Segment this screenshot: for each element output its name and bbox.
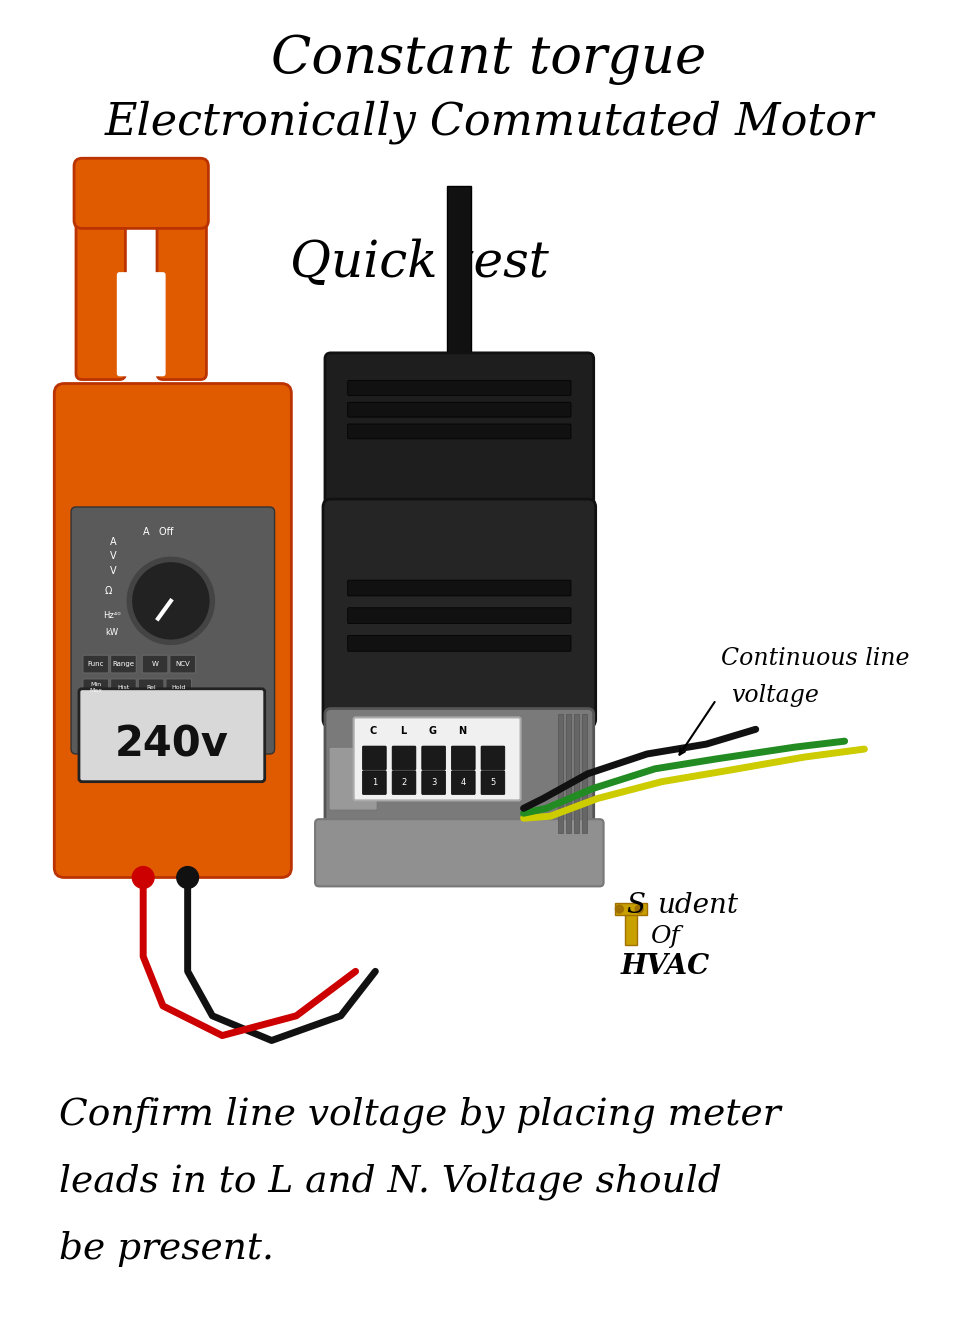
Text: V: V bbox=[110, 552, 117, 561]
Text: 2: 2 bbox=[402, 778, 407, 788]
Text: Constant torgue: Constant torgue bbox=[271, 34, 707, 85]
FancyBboxPatch shape bbox=[329, 747, 377, 811]
Bar bbox=[559, 714, 563, 833]
Circle shape bbox=[176, 867, 199, 888]
Bar bbox=[615, 903, 647, 915]
Text: Hold: Hold bbox=[172, 686, 186, 690]
Bar bbox=[625, 905, 637, 945]
FancyBboxPatch shape bbox=[325, 353, 594, 518]
FancyBboxPatch shape bbox=[481, 746, 505, 770]
FancyBboxPatch shape bbox=[157, 185, 207, 380]
Text: 3: 3 bbox=[431, 778, 436, 788]
Text: Rel: Rel bbox=[146, 686, 156, 690]
Text: Confirm line voltage by placing meter: Confirm line voltage by placing meter bbox=[59, 1096, 781, 1133]
FancyBboxPatch shape bbox=[348, 580, 571, 596]
Text: 5: 5 bbox=[490, 778, 496, 788]
Text: 240v: 240v bbox=[115, 723, 228, 765]
Text: A: A bbox=[110, 537, 117, 546]
FancyBboxPatch shape bbox=[481, 770, 505, 794]
Text: Continuous line: Continuous line bbox=[721, 647, 909, 670]
FancyBboxPatch shape bbox=[325, 709, 594, 839]
Text: kW: kW bbox=[105, 628, 119, 637]
FancyBboxPatch shape bbox=[111, 679, 136, 696]
Text: HVAC: HVAC bbox=[620, 953, 710, 980]
FancyBboxPatch shape bbox=[392, 770, 416, 794]
FancyBboxPatch shape bbox=[79, 688, 265, 781]
FancyBboxPatch shape bbox=[166, 679, 192, 696]
Text: 4: 4 bbox=[461, 778, 465, 788]
FancyBboxPatch shape bbox=[392, 746, 416, 770]
FancyBboxPatch shape bbox=[76, 170, 125, 380]
Bar bbox=[448, 187, 471, 364]
FancyBboxPatch shape bbox=[348, 635, 571, 651]
Text: Min
Max: Min Max bbox=[89, 682, 102, 694]
Circle shape bbox=[132, 867, 154, 888]
Text: Func: Func bbox=[87, 662, 104, 667]
Text: Hist: Hist bbox=[118, 686, 129, 690]
Text: W: W bbox=[152, 662, 159, 667]
Bar bbox=[582, 714, 587, 833]
FancyBboxPatch shape bbox=[354, 718, 520, 800]
Text: L: L bbox=[400, 726, 406, 737]
FancyBboxPatch shape bbox=[170, 655, 196, 672]
Text: C: C bbox=[369, 726, 377, 737]
FancyBboxPatch shape bbox=[72, 507, 274, 754]
FancyBboxPatch shape bbox=[83, 679, 109, 696]
Text: udent: udent bbox=[657, 891, 738, 919]
Circle shape bbox=[129, 560, 213, 643]
Bar bbox=[574, 714, 579, 833]
FancyBboxPatch shape bbox=[348, 424, 571, 439]
Text: S: S bbox=[626, 891, 645, 919]
FancyBboxPatch shape bbox=[138, 679, 164, 696]
Text: A   Off: A Off bbox=[143, 526, 173, 537]
Text: Hz⁴⁰: Hz⁴⁰ bbox=[103, 611, 121, 620]
FancyBboxPatch shape bbox=[142, 655, 168, 672]
Text: NCV: NCV bbox=[175, 662, 190, 667]
Text: Range: Range bbox=[113, 662, 134, 667]
Text: V: V bbox=[110, 566, 117, 576]
Text: Electronically Commutated Motor: Electronically Commutated Motor bbox=[104, 99, 873, 144]
Text: G: G bbox=[428, 726, 437, 737]
Text: voltage: voltage bbox=[731, 684, 819, 707]
FancyBboxPatch shape bbox=[348, 403, 571, 417]
FancyBboxPatch shape bbox=[348, 381, 571, 396]
FancyBboxPatch shape bbox=[74, 158, 209, 228]
FancyBboxPatch shape bbox=[348, 608, 571, 624]
Bar bbox=[566, 714, 571, 833]
FancyBboxPatch shape bbox=[54, 384, 291, 878]
FancyBboxPatch shape bbox=[118, 272, 165, 376]
Text: Of: Of bbox=[650, 925, 680, 949]
Text: Quick test: Quick test bbox=[290, 239, 549, 287]
Circle shape bbox=[615, 905, 623, 913]
Text: N: N bbox=[459, 726, 466, 737]
Text: 1: 1 bbox=[371, 778, 377, 788]
FancyBboxPatch shape bbox=[421, 746, 446, 770]
FancyBboxPatch shape bbox=[111, 655, 136, 672]
Text: leads in to L and N. Voltage should: leads in to L and N. Voltage should bbox=[59, 1164, 722, 1200]
FancyBboxPatch shape bbox=[421, 770, 446, 794]
Text: Ω: Ω bbox=[105, 586, 113, 596]
FancyBboxPatch shape bbox=[316, 819, 604, 886]
FancyBboxPatch shape bbox=[363, 770, 386, 794]
Text: be present.: be present. bbox=[59, 1231, 274, 1267]
Circle shape bbox=[635, 905, 643, 913]
FancyBboxPatch shape bbox=[323, 499, 596, 727]
FancyBboxPatch shape bbox=[83, 655, 109, 672]
FancyBboxPatch shape bbox=[363, 746, 386, 770]
FancyBboxPatch shape bbox=[452, 746, 475, 770]
FancyBboxPatch shape bbox=[452, 770, 475, 794]
